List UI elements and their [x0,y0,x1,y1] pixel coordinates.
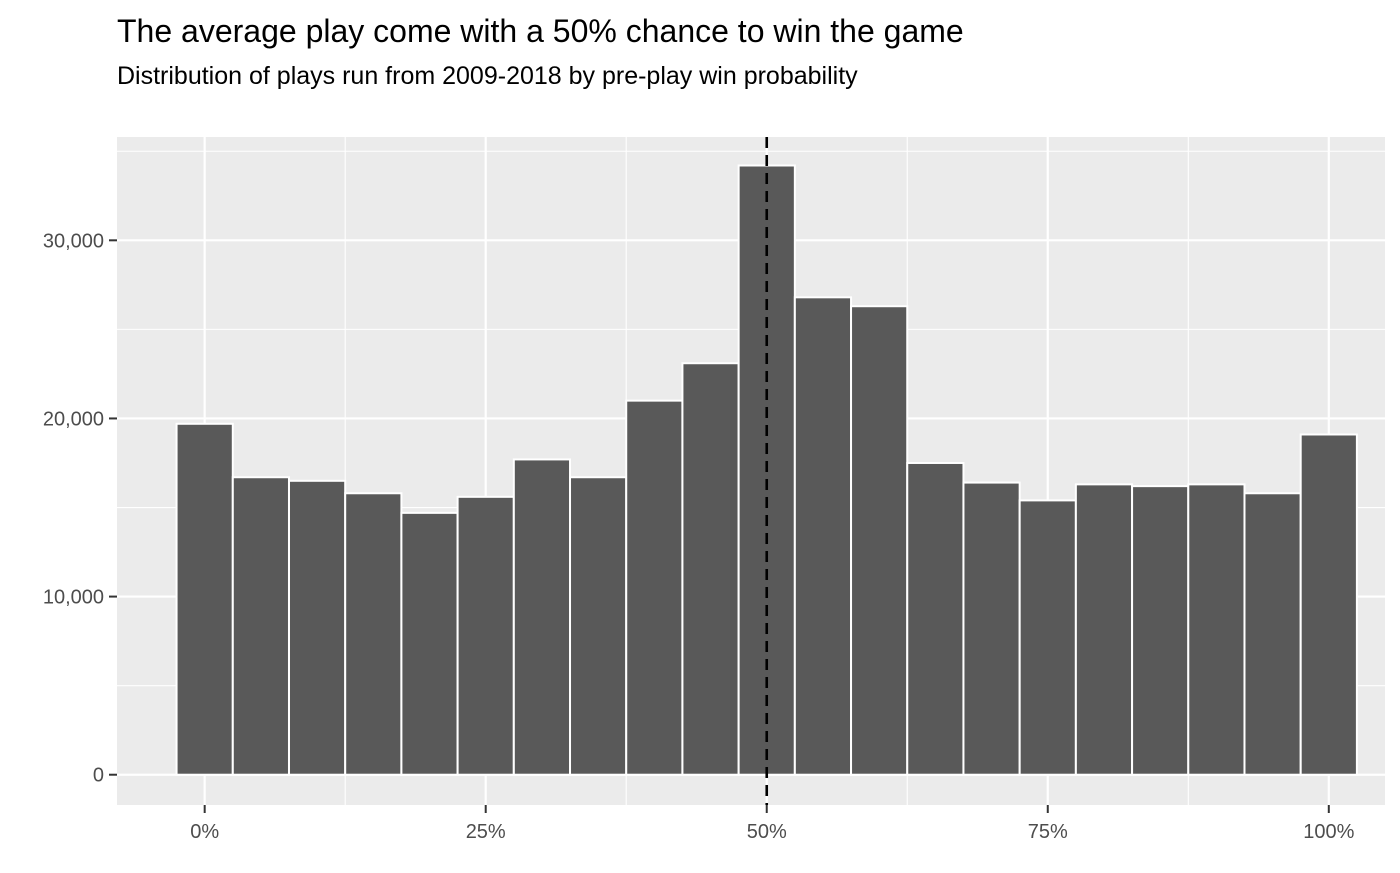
y-tick-label: 20,000 [43,408,104,430]
histogram-bar [962,481,1021,776]
histogram-bars [175,164,1358,776]
x-tick-label: 25% [466,821,506,843]
x-axis: 0% 25% 50% 75% 100% [190,805,1355,843]
histogram-bar [512,458,572,776]
histogram-bar [681,362,740,776]
histogram-bar [344,492,403,776]
x-tick-label: 100% [1303,821,1354,843]
histogram-bar [569,476,628,776]
histogram-bar [906,461,965,776]
histogram-bar [400,511,459,776]
y-tick-label: 10,000 [43,587,104,609]
y-tick-label: 0 [93,765,104,787]
chart-subtitle: Distribution of plays run from 2009-2018… [117,62,858,90]
histogram-bar [793,296,853,776]
histogram-bar [625,399,684,776]
histogram-bar [1187,483,1246,776]
histogram-bar [1018,499,1077,776]
histogram-bar [231,476,290,776]
histogram-bar [1299,433,1358,776]
y-tick-label: 30,000 [43,230,104,252]
histogram-bar [1131,485,1190,776]
y-axis: 0 10,000 20,000 30,000 [43,230,117,787]
x-tick-label: 0% [190,821,219,843]
histogram-bar [850,305,909,776]
histogram-bar [1074,483,1134,776]
histogram-bar [1243,492,1302,776]
x-tick-label: 50% [747,821,787,843]
chart-title: The average play come with a 50% chance … [117,13,964,49]
histogram-bar [175,422,234,776]
x-tick-label: 75% [1028,821,1068,843]
histogram-bar [456,495,515,776]
histogram-bar [287,479,347,776]
